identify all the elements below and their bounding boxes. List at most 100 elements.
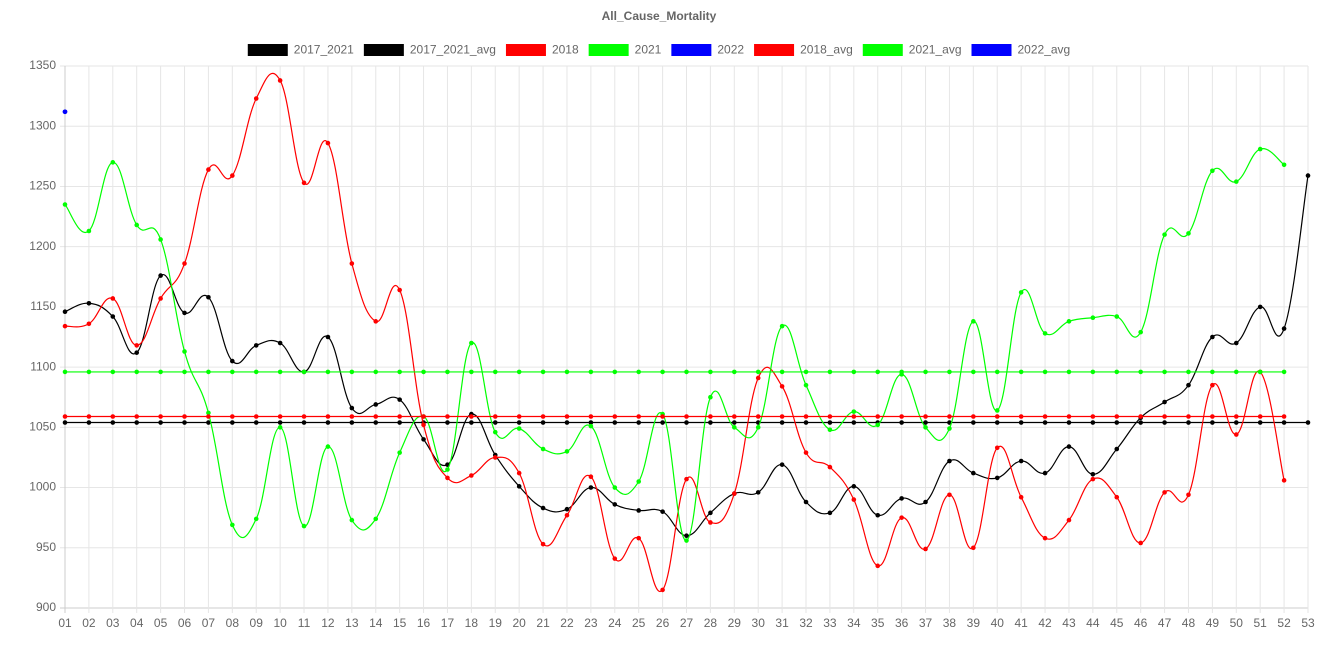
data-point xyxy=(875,563,881,569)
x-tick-label: 51 xyxy=(1254,616,1268,630)
y-tick-label: 950 xyxy=(36,540,56,554)
data-point xyxy=(158,273,163,278)
data-point xyxy=(1138,329,1143,335)
data-point xyxy=(1138,540,1143,546)
legend-label: 2021_avg xyxy=(909,43,962,57)
data-point xyxy=(684,414,689,419)
x-tick-label: 09 xyxy=(250,616,264,630)
x-tick-label: 43 xyxy=(1062,616,1076,630)
x-tick-label: 05 xyxy=(154,616,168,630)
data-point xyxy=(469,473,474,478)
data-point xyxy=(445,467,450,472)
data-point xyxy=(230,522,235,528)
data-point xyxy=(1066,444,1072,449)
data-point xyxy=(1210,369,1215,375)
data-point xyxy=(755,369,761,375)
legend-swatch xyxy=(971,44,1012,56)
data-point xyxy=(708,369,713,375)
x-tick-label: 07 xyxy=(202,616,216,630)
data-point xyxy=(612,420,618,425)
data-point xyxy=(492,420,498,425)
data-point xyxy=(134,222,140,228)
data-point xyxy=(230,369,235,375)
data-point xyxy=(660,587,665,593)
x-tick-label: 45 xyxy=(1110,616,1124,630)
data-point xyxy=(1090,369,1096,375)
data-point xyxy=(636,369,641,375)
legend-label: 2018_avg xyxy=(800,43,853,57)
legend-swatch xyxy=(505,44,546,56)
x-tick-label: 20 xyxy=(512,616,526,630)
data-point xyxy=(1186,231,1191,236)
data-point xyxy=(86,300,92,306)
data-point xyxy=(1233,340,1239,346)
x-tick-label: 10 xyxy=(273,616,287,630)
data-point xyxy=(1233,179,1239,184)
data-point xyxy=(803,420,809,425)
data-point xyxy=(277,78,283,83)
data-point xyxy=(62,420,68,425)
data-point xyxy=(1042,331,1048,336)
data-point xyxy=(564,420,570,425)
x-tick-label: 37 xyxy=(919,616,933,630)
data-point xyxy=(994,420,1000,425)
data-point xyxy=(1210,414,1215,419)
y-tick-label: 1200 xyxy=(29,239,56,253)
data-point xyxy=(708,510,713,516)
data-point xyxy=(1114,446,1120,452)
data-point xyxy=(971,420,976,425)
series-line xyxy=(64,148,1285,542)
x-tick-label: 53 xyxy=(1301,616,1315,630)
data-point xyxy=(469,414,474,419)
data-point xyxy=(325,369,331,375)
data-point xyxy=(636,479,641,484)
data-point xyxy=(588,414,594,419)
data-point xyxy=(827,464,833,470)
x-tick-label: 52 xyxy=(1277,616,1291,630)
data-point xyxy=(827,510,833,516)
data-point xyxy=(158,296,163,301)
data-point xyxy=(1018,414,1024,419)
data-point xyxy=(803,499,809,505)
data-point xyxy=(1066,414,1072,419)
x-tick-label: 19 xyxy=(489,616,503,630)
x-tick-label: 33 xyxy=(823,616,837,630)
x-tick-label: 46 xyxy=(1134,616,1148,630)
data-point xyxy=(1186,414,1191,419)
data-point xyxy=(182,369,187,375)
legend-swatch xyxy=(671,44,712,56)
x-tick-label: 30 xyxy=(752,616,766,630)
data-point xyxy=(1257,420,1263,425)
data-point xyxy=(660,414,665,419)
data-point xyxy=(397,414,402,419)
data-point xyxy=(803,369,809,375)
data-point xyxy=(875,422,881,428)
data-point xyxy=(588,420,594,425)
data-point xyxy=(971,414,976,419)
data-point xyxy=(779,414,785,419)
data-point xyxy=(1186,382,1191,388)
data-point xyxy=(325,140,331,146)
data-point xyxy=(827,369,833,375)
data-point xyxy=(397,420,402,425)
data-point xyxy=(1066,369,1072,375)
data-point xyxy=(492,369,498,375)
data-point xyxy=(230,173,235,178)
data-point xyxy=(1018,369,1024,375)
data-point xyxy=(134,369,140,375)
data-point xyxy=(588,474,594,480)
data-point xyxy=(947,369,952,375)
data-point xyxy=(301,420,307,425)
data-point xyxy=(253,516,259,522)
chart-title: All_Cause_Mortality xyxy=(602,9,717,23)
data-point xyxy=(62,109,68,115)
data-point xyxy=(301,523,307,529)
data-point xyxy=(755,425,761,430)
data-point xyxy=(899,369,904,375)
y-tick-label: 1100 xyxy=(30,359,56,373)
data-point xyxy=(923,425,928,430)
data-point xyxy=(612,502,618,507)
data-point xyxy=(110,314,116,319)
